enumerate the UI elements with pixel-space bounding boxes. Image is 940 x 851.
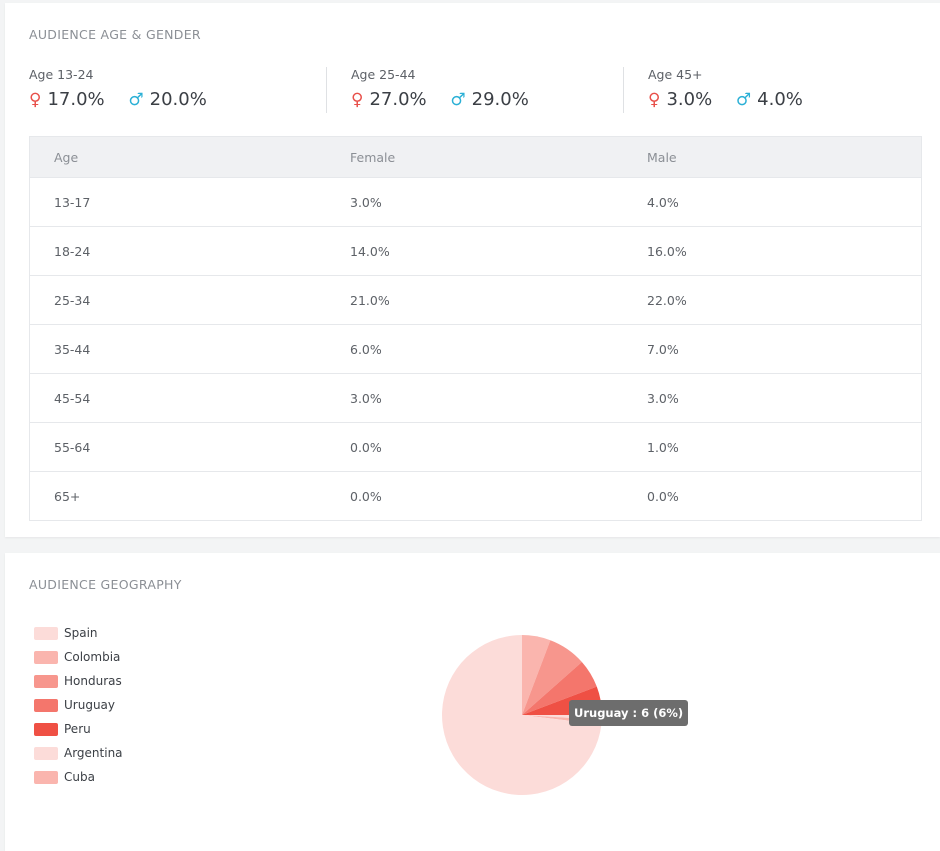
pie-legend: Spain Colombia Honduras Uruguay Peru Argentin… (34, 621, 123, 789)
age-group-label: Age 25-44 (351, 67, 416, 82)
age-cell: 35-44 (54, 341, 91, 357)
male-cell: 22.0% (647, 292, 687, 308)
legend-label: Peru (64, 722, 91, 736)
age-gender-table: Age Female Male 13-17 3.0% 4.0% 18-24 14… (29, 136, 922, 521)
legend-item[interactable]: Colombia (34, 645, 123, 669)
legend-swatch (34, 746, 58, 760)
legend-label: Argentina (64, 746, 123, 760)
male-icon: ♂ (735, 90, 752, 110)
male-cell: 16.0% (647, 243, 687, 259)
pie-slice-spain[interactable] (442, 635, 602, 795)
age-group-label: Age 45+ (648, 67, 703, 82)
male-cell: 3.0% (647, 390, 679, 406)
age-group-label: Age 13-24 (29, 67, 94, 82)
legend-item[interactable]: Honduras (34, 669, 123, 693)
age-cell: 25-34 (54, 292, 91, 308)
female-icon: ♀ (351, 90, 364, 110)
table-row: 65+ 0.0% 0.0% (30, 471, 921, 520)
legend-swatch (34, 650, 58, 664)
legend-item[interactable]: Spain (34, 621, 123, 645)
male-percent: 20.0% (149, 89, 207, 110)
male-cell: 4.0% (647, 194, 679, 210)
legend-label: Honduras (64, 674, 122, 688)
male-icon: ♂ (128, 90, 144, 110)
legend-swatch (34, 722, 58, 736)
legend-label: Colombia (64, 650, 121, 664)
female-cell: 6.0% (350, 341, 382, 357)
legend-label: Uruguay (64, 698, 115, 712)
male-cell: 7.0% (647, 341, 679, 357)
age-cell: 65+ (54, 488, 81, 504)
age-cell: 45-54 (54, 390, 91, 406)
female-cell: 3.0% (350, 390, 382, 406)
age-gender-card: AUDIENCE AGE & GENDER Age 13-24 ♀ 17.0% ♂… (5, 3, 940, 537)
table-row: 35-44 6.0% 7.0% (30, 324, 921, 373)
table-row: 18-24 14.0% 16.0% (30, 226, 921, 275)
male-cell: 0.0% (647, 488, 679, 504)
female-percent: 3.0% (666, 89, 713, 110)
age-gender-summary: Age 13-24 ♀ 17.0% ♂ 20.0% Age 25-44 ♀ 27.0%… (29, 67, 940, 113)
legend-swatch (34, 626, 58, 640)
column-header-age[interactable]: Age (54, 149, 79, 165)
table-row: 55-64 0.0% 1.0% (30, 422, 921, 471)
pie-slice-colombia[interactable] (522, 635, 551, 715)
female-icon: ♀ (648, 90, 661, 110)
table-row: 25-34 21.0% 22.0% (30, 275, 921, 324)
female-cell: 21.0% (350, 292, 390, 308)
legend-swatch (34, 770, 58, 784)
female-percent: 17.0% (47, 89, 105, 110)
age-cell: 55-64 (54, 439, 91, 455)
divider (623, 67, 624, 113)
pie-slice-uruguay[interactable] (522, 661, 597, 715)
female-percent: 27.0% (369, 89, 427, 110)
legend-label: Cuba (64, 770, 95, 784)
male-percent: 4.0% (757, 89, 803, 110)
pie-slice-honduras[interactable] (522, 640, 582, 715)
section-title: AUDIENCE AGE & GENDER (29, 27, 201, 42)
legend-item[interactable]: Peru (34, 717, 123, 741)
legend-swatch (34, 674, 58, 688)
legend-item[interactable]: Uruguay (34, 693, 123, 717)
female-cell: 3.0% (350, 194, 382, 210)
age-cell: 18-24 (54, 243, 91, 259)
section-title: AUDIENCE GEOGRAPHY (29, 577, 182, 592)
chart-tooltip: Uruguay : 6 (6%) (569, 700, 689, 726)
male-cell: 1.0% (647, 439, 679, 455)
legend-label: Spain (64, 626, 98, 640)
legend-item[interactable]: Cuba (34, 765, 123, 789)
geography-card: AUDIENCE GEOGRAPHY Spain Colombia Honduras… (5, 553, 940, 851)
female-cell: 0.0% (350, 439, 382, 455)
table-row: 45-54 3.0% 3.0% (30, 373, 921, 422)
female-icon: ♀ (29, 90, 42, 110)
divider (326, 67, 327, 113)
age-cell: 13-17 (54, 194, 91, 210)
column-header-female[interactable]: Female (350, 149, 396, 165)
female-cell: 0.0% (350, 488, 382, 504)
column-header-male[interactable]: Male (647, 149, 677, 165)
male-icon: ♂ (450, 90, 466, 110)
legend-item[interactable]: Argentina (34, 741, 123, 765)
female-cell: 14.0% (350, 243, 390, 259)
male-percent: 29.0% (471, 89, 529, 110)
table-row: 13-17 3.0% 4.0% (30, 177, 921, 226)
legend-swatch (34, 698, 58, 712)
table-header: Age Female Male (30, 137, 921, 177)
